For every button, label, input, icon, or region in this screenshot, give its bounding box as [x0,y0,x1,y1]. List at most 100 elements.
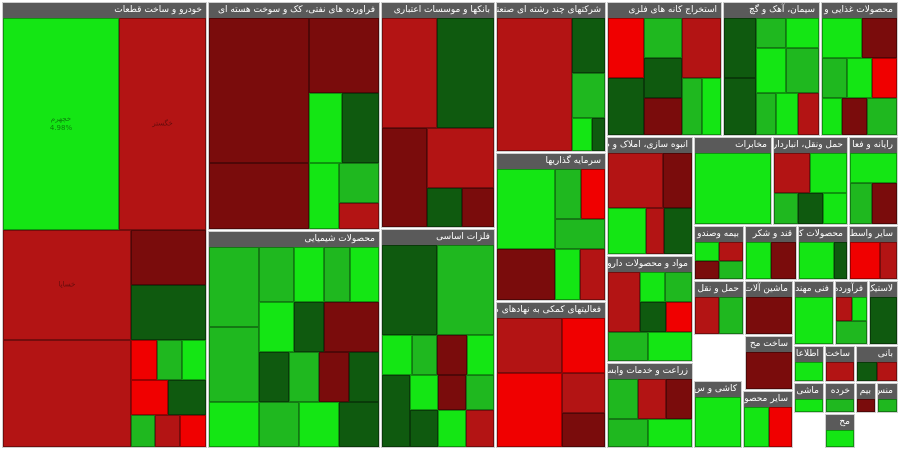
stock-tile[interactable]: خچهرم 4.98% [3,18,119,230]
stock-tile[interactable] [852,297,867,321]
stock-tile[interactable] [572,118,592,151]
stock-tile[interactable] [497,18,572,151]
stock-tile[interactable] [822,18,862,58]
stock-tile[interactable] [795,399,823,412]
sector-block[interactable]: قند و شکر [745,226,797,280]
stock-tile[interactable] [665,272,692,302]
stock-tile[interactable] [746,352,792,389]
stock-tile[interactable] [702,78,721,135]
stock-tile[interactable] [719,261,743,279]
stock-tile[interactable] [608,78,644,135]
stock-tile[interactable] [168,380,206,415]
stock-tile[interactable] [756,93,776,135]
sector-block[interactable]: خرده [825,383,855,413]
stock-tile[interactable] [786,48,819,93]
stock-tile[interactable] [822,58,847,98]
stock-tile[interactable]: خساپا [3,230,131,340]
sector-block[interactable]: فنی مهندسی [794,281,834,345]
stock-tile[interactable] [644,18,682,58]
stock-tile[interactable] [562,318,605,373]
stock-tile[interactable] [822,98,842,135]
sector-block[interactable]: بانی [856,346,898,382]
stock-tile[interactable] [666,379,692,419]
sector-block[interactable]: فلزات اساسی [381,229,495,448]
stock-tile[interactable] [695,261,719,279]
stock-tile[interactable] [259,247,294,302]
stock-tile[interactable] [572,18,605,73]
sector-block[interactable]: رایانه و فعا [849,137,898,225]
stock-tile[interactable] [562,373,605,413]
stock-tile[interactable] [182,340,206,380]
stock-tile[interactable] [744,407,769,447]
stock-tile[interactable] [608,272,640,332]
sector-block[interactable]: حمل و نقل آبی [694,281,744,335]
stock-tile[interactable] [756,48,786,93]
stock-tile[interactable] [438,375,466,410]
stock-tile[interactable] [339,203,379,229]
sector-block[interactable]: سیمان، آهک و گچ [723,2,820,136]
stock-tile[interactable] [834,242,847,279]
stock-tile[interactable] [774,193,798,224]
stock-tile[interactable] [131,415,155,447]
sector-block[interactable]: سایر محصو [743,391,793,448]
stock-tile[interactable] [382,18,437,128]
stock-tile[interactable] [842,98,867,135]
stock-tile[interactable] [319,352,349,402]
sector-block[interactable]: فعالیتهای کمکی به نهادهای ما [496,302,606,448]
stock-tile[interactable] [157,340,182,380]
sector-block[interactable]: انبوه سازی، املاک و م [607,137,693,255]
stock-tile[interactable] [799,242,834,279]
stock-tile[interactable] [497,249,555,300]
stock-tile[interactable] [695,153,771,224]
sector-block[interactable]: مح [825,414,855,448]
stock-tile[interactable] [608,419,648,447]
stock-tile[interactable] [131,230,206,285]
stock-tile[interactable] [648,419,692,447]
stock-tile[interactable] [847,58,872,98]
stock-tile[interactable] [427,128,494,188]
stock-tile[interactable] [867,98,897,135]
stock-tile[interactable] [259,352,289,402]
stock-tile[interactable] [857,399,875,412]
stock-tile[interactable] [826,399,854,412]
sector-block[interactable]: حمل ونقل، انبارداری [773,137,848,225]
stock-tile[interactable] [324,302,379,352]
stock-tile[interactable] [309,93,342,163]
sector-block[interactable]: بیمه وصندو [694,226,744,280]
stock-tile[interactable] [438,410,466,447]
stock-tile[interactable] [880,242,897,279]
sector-block[interactable]: فرآورده [835,281,868,345]
sector-block[interactable]: مواد و محصولات دارویی [607,256,693,362]
stock-tile[interactable] [155,415,180,447]
stock-tile[interactable] [572,73,605,118]
stock-tile[interactable] [299,402,339,447]
stock-tile[interactable] [382,128,427,227]
stock-tile[interactable] [695,242,719,261]
stock-tile[interactable] [724,18,756,78]
stock-tile[interactable] [555,169,581,219]
stock-tile[interactable] [324,247,350,302]
stock-tile[interactable] [294,302,324,352]
stock-tile[interactable] [823,193,847,224]
stock-tile[interactable] [437,18,494,128]
stock-tile[interactable] [608,18,644,78]
stock-tile[interactable] [682,18,721,78]
stock-tile[interactable] [410,375,438,410]
stock-tile[interactable] [786,18,819,48]
stock-tile[interactable] [497,373,562,447]
sector-block[interactable]: بیم [856,383,876,413]
stock-tile[interactable] [466,410,494,447]
stock-tile[interactable] [850,242,880,279]
stock-tile[interactable] [131,340,157,380]
stock-tile[interactable] [826,362,854,381]
stock-tile[interactable] [878,399,897,412]
stock-tile[interactable] [437,335,467,375]
stock-tile[interactable] [608,332,648,361]
stock-tile[interactable] [746,297,792,334]
stock-tile[interactable] [562,413,605,447]
stock-tile[interactable] [437,245,494,335]
stock-tile[interactable] [412,335,437,375]
sector-block[interactable]: ساخت [825,346,855,382]
stock-tile[interactable] [309,18,379,93]
